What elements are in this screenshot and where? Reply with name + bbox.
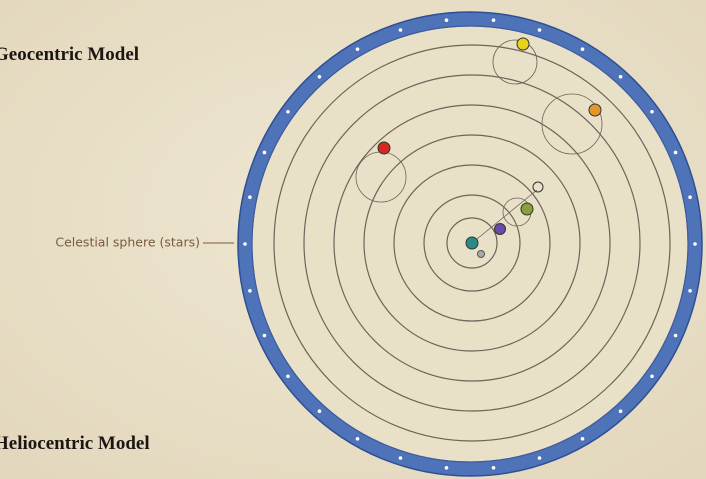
star-dot [248,288,252,293]
star-dot [444,465,449,470]
star-dot [286,109,290,114]
star-dot [650,109,654,114]
star-dot [398,28,403,32]
star-dot [317,409,322,414]
star-dot [537,456,542,460]
star-dot [262,333,267,338]
star-dot [243,242,247,246]
star-dot [580,47,585,51]
star-dot [673,333,678,338]
top-title: Geocentric Model [0,44,139,65]
annotation: Celestial sphere (stars) [55,235,200,250]
star-dot [618,74,623,79]
star-dot [618,409,623,414]
star-dot [693,242,697,246]
star-dot [398,456,403,460]
star-dot [673,150,678,155]
star-dot [650,374,654,379]
star-dot [355,47,360,51]
star-dot [286,374,290,379]
star-dot [580,437,585,441]
star-dot [248,195,252,200]
star-dot [262,150,267,155]
star-dot [491,465,496,470]
star-dot [491,18,496,23]
star-dot [317,74,322,79]
star-dot [355,437,360,441]
star-dot [537,28,542,32]
orrery [237,11,703,477]
star-dot [688,195,692,200]
star-dot [688,288,692,293]
bottom-title: Heliocentric Model [0,433,150,454]
star-dot [444,18,449,23]
